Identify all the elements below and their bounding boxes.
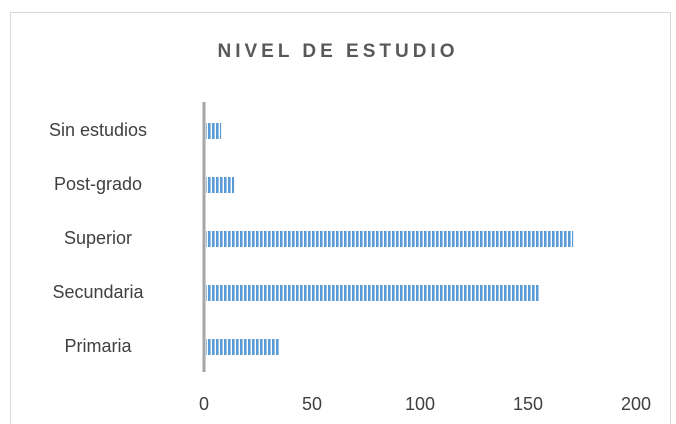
x-tick-label: 200 — [621, 394, 651, 414]
x-tick-label: 100 — [405, 394, 435, 414]
bar — [206, 285, 539, 301]
bar — [206, 231, 574, 247]
y-tick-label: Secundaria — [52, 282, 144, 302]
bar — [206, 177, 235, 193]
x-tick-label: 0 — [199, 394, 209, 414]
x-tick-label: 150 — [513, 394, 543, 414]
bar — [206, 123, 222, 139]
chart-border — [10, 12, 671, 424]
y-tick-label: Post-grado — [54, 174, 142, 194]
y-tick-label: Superior — [64, 228, 132, 248]
y-tick-label: Primaria — [64, 336, 132, 356]
chart-title: NIVEL DE ESTUDIO — [217, 41, 458, 62]
bar — [206, 339, 280, 355]
x-tick-label: 50 — [302, 394, 322, 414]
y-tick-label: Sin estudios — [49, 120, 147, 140]
